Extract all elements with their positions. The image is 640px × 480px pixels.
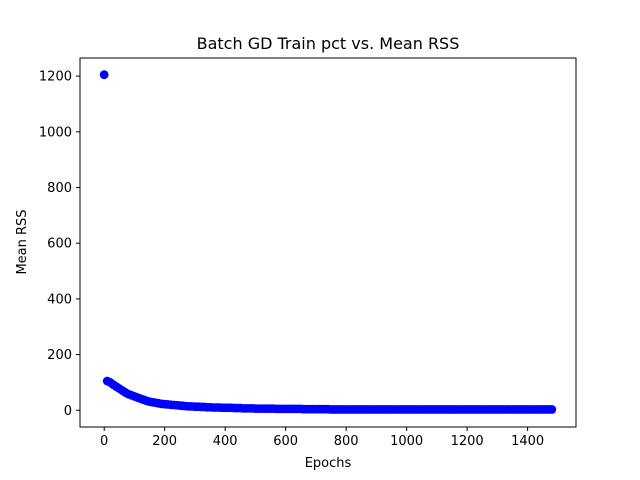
y-axis-label: Mean RSS	[15, 209, 30, 274]
y-tick-label: 600	[47, 237, 72, 252]
y-tick-label: 1000	[39, 125, 72, 140]
y-tick-label: 1200	[39, 70, 72, 85]
x-tick-label: 0	[100, 434, 108, 449]
y-axis: 0 200 400 600 800 1000 1200	[39, 70, 80, 419]
x-tick-label: 600	[273, 434, 298, 449]
x-tick-label: 200	[152, 434, 177, 449]
x-tick-label: 800	[334, 434, 359, 449]
data-point	[99, 70, 109, 80]
chart-title: Batch GD Train pct vs. Mean RSS	[197, 34, 460, 53]
y-tick-label: 200	[47, 348, 72, 363]
axes-frame	[79, 57, 577, 428]
y-tick-label: 800	[47, 181, 72, 196]
data-point	[547, 405, 557, 414]
x-tick-label: 1200	[451, 434, 484, 449]
y-tick-label: 0	[64, 404, 72, 419]
plot-area	[79, 57, 577, 428]
x-axis-label: Epochs	[305, 456, 352, 471]
x-tick-label: 1400	[511, 434, 544, 449]
y-tick-label: 400	[47, 292, 72, 307]
x-tick-label: 1000	[390, 434, 423, 449]
x-tick-label: 400	[213, 434, 238, 449]
data-points	[99, 70, 557, 414]
x-axis: 0 200 400 600 800 1000 1200 1400	[100, 427, 544, 449]
